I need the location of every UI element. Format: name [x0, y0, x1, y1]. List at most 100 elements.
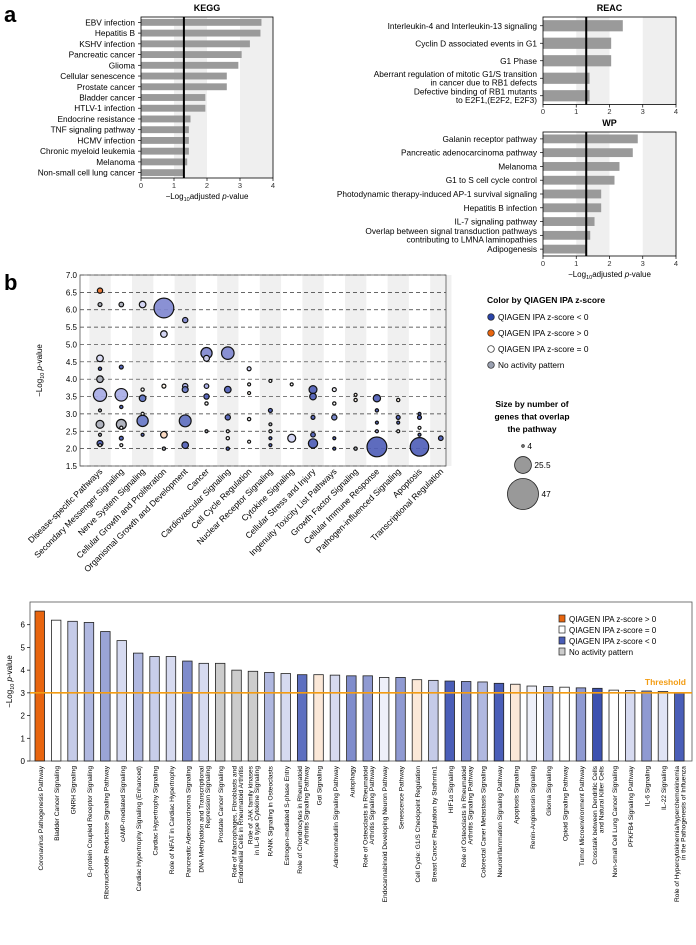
x-axis-label-part: 10 [184, 197, 190, 203]
tick-label: 2 [607, 259, 611, 268]
bubble [119, 425, 124, 431]
bar [141, 147, 189, 155]
bubble [309, 392, 317, 401]
bubble [268, 429, 273, 434]
category-label: Pancreatic adenocarcinoma pathway [401, 148, 538, 158]
category-label: Coronavirus Pathogenesis Pathway [38, 765, 45, 870]
legend-size-bubble [521, 444, 525, 448]
bubble [159, 330, 168, 338]
tick-label: 3.5 [66, 393, 78, 402]
bar [141, 40, 250, 48]
bar [198, 662, 209, 762]
bubble [332, 446, 337, 451]
bubble [331, 387, 337, 393]
tick-label: 0 [541, 107, 545, 116]
category-label: Hepatitis B infection [464, 203, 538, 213]
category-label: Role of NFAT in Cardiac Hypertrophy [169, 765, 176, 874]
x-axis-label-part: 10 [586, 275, 592, 281]
bubble [181, 386, 189, 394]
category-label: Arthritis Signaling Pathway [303, 765, 310, 844]
category-label: Role of Hypercytokinemia/hyperchemokinem… [674, 766, 681, 902]
category-label: Melanoma [96, 157, 135, 167]
category-label: Pancreatic cancer [69, 50, 136, 60]
tick-label: 1 [21, 734, 26, 743]
y-axis-label-part: p [5, 676, 14, 682]
category-label: in cancer due to RB1 defects [430, 78, 537, 88]
bubble [372, 394, 382, 403]
bubble [96, 354, 104, 363]
category-label: Apoptosis Signaling [513, 766, 520, 824]
bubble [268, 436, 273, 441]
bubble [310, 431, 316, 438]
tick-label: 4 [674, 107, 678, 116]
x-axis-label-part: adjusted [592, 270, 624, 279]
x-axis-label-part: −Log [568, 270, 586, 279]
bubble [353, 392, 358, 397]
legend-title: Size by number of [495, 399, 568, 409]
category-label: Endocrine resistance [58, 114, 136, 124]
bubble [374, 420, 379, 425]
x-axis-label-part: p [624, 270, 630, 279]
bar [264, 672, 275, 762]
bar [395, 677, 406, 762]
category-label: Hepatitis B [95, 28, 136, 38]
legend-label: 4 [527, 441, 532, 451]
bubble [247, 439, 252, 444]
bar [575, 687, 587, 762]
background-band [174, 275, 196, 466]
bubble [395, 414, 401, 420]
bubble [246, 366, 252, 372]
tick-label: 2 [21, 712, 26, 721]
category-label: Interleukin-4 and Interleukin-13 signali… [388, 21, 538, 31]
bar [641, 690, 652, 762]
bubble [119, 404, 124, 410]
tick-label: 3 [641, 259, 645, 268]
category-label: Repression Signaling [205, 766, 212, 829]
threshold-label: Threshold [645, 677, 686, 687]
bubble [374, 408, 380, 413]
category-label: Melanoma [498, 161, 537, 171]
panel-label-b: b [4, 270, 17, 295]
bubble [96, 375, 104, 384]
bubble [118, 364, 124, 370]
bar [477, 681, 488, 762]
category-label: Senescence Pathway [399, 765, 406, 829]
legend-title: the pathway [507, 424, 556, 434]
bubble [220, 346, 235, 361]
bar [543, 134, 638, 144]
legend-label: No activity pattern [569, 648, 633, 657]
legend-title: Color by QIAGEN IPA z-score [487, 295, 605, 305]
chart-title: KEGG [194, 3, 221, 13]
tick-label: 5.0 [66, 340, 78, 349]
bubble [366, 436, 388, 458]
bubble [161, 383, 167, 389]
bubble [92, 387, 108, 403]
category-label: cAMP-mediated Signaling [120, 766, 127, 842]
category-label: Non-small Cell Lung Cancer Signaling [612, 766, 619, 878]
tick-label: 4 [674, 259, 678, 268]
legend-swatch [558, 636, 566, 645]
legend-label: QIAGEN IPA z-score < 0 [569, 637, 657, 646]
bar [313, 674, 324, 762]
y-axis-label-part: 10 [40, 373, 46, 379]
legend-label: QIAGEN IPA z-score > 0 [569, 615, 657, 624]
category-label: HIF1α Signaling [448, 766, 455, 813]
category-label: Bladder cancer [79, 93, 135, 103]
legend-label: QIAGEN IPA z-score = 0 [569, 626, 657, 635]
bar [543, 230, 591, 240]
bubble [202, 354, 211, 362]
tick-label: 3 [238, 181, 242, 190]
bubble [119, 443, 124, 448]
category-label: Glioma [109, 60, 136, 70]
tick-label: 2.5 [66, 427, 78, 436]
bar [460, 681, 472, 762]
category-label: IL-6 Signaling [645, 766, 652, 807]
tick-label: 0 [541, 259, 545, 268]
category-label: Autophagy [349, 765, 356, 797]
y-axis-label: −Log10 p-value [35, 344, 46, 397]
y-axis-label-part: 10 [10, 684, 16, 690]
bar [543, 37, 612, 49]
category-label: Cardiac Hypertrophy Signaling [153, 766, 160, 856]
bar [34, 610, 45, 762]
